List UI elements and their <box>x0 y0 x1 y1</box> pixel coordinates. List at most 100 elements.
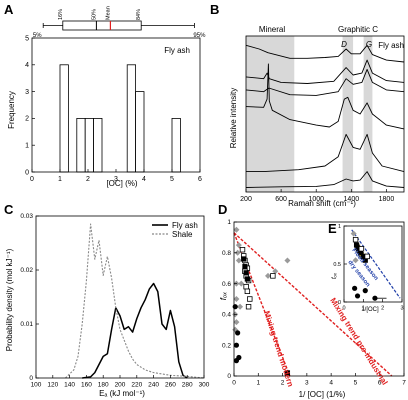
panel-c-label: C <box>4 202 14 217</box>
panel-c-xtick-label: 120 <box>47 382 58 389</box>
data-point-circle <box>352 285 358 291</box>
data-point-open-square <box>352 236 359 243</box>
panel-b-spectra: 200 600 1000 1400 1800 <box>240 35 405 203</box>
percentile-label: 16% <box>58 9 64 20</box>
panel-a-xtick-label: 3 <box>114 176 118 183</box>
panel-b-xtick-label: 200 <box>240 196 252 203</box>
panel-a-xtick-label: 0 <box>30 176 34 183</box>
panel-d-xtick-label: 1 <box>256 380 260 387</box>
panel-e-ytick-label: 0 <box>338 300 341 306</box>
panel-a-ytick-label: 4 <box>25 62 29 69</box>
panel-e-xlabel: 1/[OC] <box>361 307 379 313</box>
panel-e: E 0 1 2 300.51 Flood season dry season 1/[O… <box>328 221 404 313</box>
percentile-box <box>62 20 142 31</box>
panel-d-ytick-label: 0.2 <box>222 342 231 349</box>
spectral-region <box>363 36 373 192</box>
panel-d-scatter: 0 1 2 3 4 5 6 7 0 0.2 0.4 0.6 0.8 1 <box>222 219 406 386</box>
panel-c-ytick-label: 0.01 <box>20 321 33 328</box>
percentile-label: 84% <box>136 9 142 20</box>
data-point-open-square <box>364 253 370 260</box>
panel-a-ytick-label: 1 <box>25 143 29 150</box>
histogram-bar <box>59 64 69 173</box>
data-point-diamond <box>234 249 241 256</box>
panel-a-annotation: Fly ash <box>164 46 190 55</box>
panel-d-xtick-label: 5 <box>354 380 358 387</box>
panel-a: A 5% 16% 50% Mean 84% 95% 0 1 2 3 4 5 6 0 1 2 3 4 5 Fly a… <box>4 2 206 188</box>
data-point-open-square <box>239 247 246 253</box>
legend-label-shale: Shale <box>172 230 193 239</box>
panel-a-percentile-box: 5% 16% 50% Mean 84% 95% <box>33 6 206 39</box>
panel-a-histogram: 0 1 2 3 4 5 6 0 1 2 3 4 5 <box>25 35 202 183</box>
percentile-label: 5% <box>33 33 42 39</box>
data-point-diamond <box>237 303 244 310</box>
panel-c-distribution: 100 120 140 160 180 200 220 240 260 280 300 0 0.01 0.… <box>20 213 209 388</box>
panel-c-xlabel: Eₐ (kJ mol⁻¹) <box>99 389 145 398</box>
data-point-diamond <box>235 257 242 264</box>
data-point-diamond <box>350 230 357 237</box>
data-point-open-square <box>244 288 251 294</box>
panel-a-ytick-label: 3 <box>25 89 29 96</box>
panel-b-xtick-label: 1800 <box>379 196 395 203</box>
panel-c-xtick-label: 280 <box>182 382 193 389</box>
spectral-region <box>342 36 354 192</box>
panel-e-xtick-label: 1 <box>362 306 365 312</box>
panel-a-ylabel: Frequency <box>7 91 16 129</box>
data-point-filled-square <box>284 370 291 376</box>
data-point-diamond <box>352 257 359 264</box>
legend-label-fly-ash: Fly ash <box>172 221 198 230</box>
data-point-diamond <box>233 226 240 233</box>
panel-a-xtick-label: 1 <box>58 176 62 183</box>
data-point-diamond <box>284 257 291 264</box>
percentile-label: 50% <box>91 9 97 20</box>
histogram-bar <box>76 118 86 173</box>
panel-c-ytick-label: 0.03 <box>20 213 33 220</box>
panel-b-xtick-label: 1000 <box>308 196 324 203</box>
raman-spectrum <box>245 59 405 84</box>
panel-d-ytick-label: 0 <box>227 373 231 380</box>
panel-b-label: B <box>210 2 219 17</box>
data-point-filled-square <box>241 256 247 262</box>
panel-b-xlabel: Raman shift (cm⁻¹) <box>288 199 356 208</box>
panel-c-xtick-label: 200 <box>115 382 126 389</box>
panel-d-ytick-label: 1 <box>227 219 231 226</box>
histogram-bar <box>93 118 103 173</box>
panel-a-ytick-label: 2 <box>25 116 29 123</box>
panel-c-ytick-label: 0 <box>29 375 33 382</box>
raman-spectrum <box>245 171 405 188</box>
data-point-circle <box>362 288 368 294</box>
flood-trend-line <box>351 229 401 299</box>
panel-c-xtick-label: 300 <box>199 382 210 389</box>
data-point-open-square <box>247 296 253 302</box>
percentile-label: 95% <box>193 33 206 39</box>
data-point-circle <box>232 304 238 310</box>
panel-d-xtick-label: 2 <box>281 380 285 387</box>
panel-c-xtick-label: 100 <box>31 382 42 389</box>
panel-e-xtick-label: 3 <box>400 306 403 312</box>
panel-b-region-g: G <box>366 40 372 49</box>
panel-b-region-d: D <box>341 40 347 49</box>
panel-c-ytick-label: 0.02 <box>20 267 33 274</box>
panel-a-xlabel: [OC] (%) <box>106 179 137 188</box>
panel-e-ytick-label: 1 <box>338 224 341 230</box>
panel-d-xtick-label: 7 <box>402 380 406 387</box>
panel-a-xtick-label: 6 <box>198 176 202 183</box>
panel-e-xtick-label: 2 <box>381 306 384 312</box>
panel-e-label: E <box>328 221 337 236</box>
data-point-filled-square <box>243 270 249 276</box>
panel-a-xtick-label: 4 <box>142 176 146 183</box>
panel-e-scatter: 0 1 2 3 0 0.5 1 <box>333 224 403 312</box>
distribution-line-shale <box>65 223 205 379</box>
data-point-circle <box>236 354 242 361</box>
panel-b-xtick-label: 600 <box>275 196 287 203</box>
data-point-circle <box>354 293 361 299</box>
panel-d-ylabel: fₒₓ <box>219 292 228 300</box>
panel-c-legend: Fly ash Shale <box>152 221 198 239</box>
panel-c-xtick-label: 180 <box>98 382 109 389</box>
mixing-trend-line <box>233 232 393 377</box>
panel-b-frame <box>245 35 405 193</box>
panel-b-annotation: Fly ash <box>378 41 404 50</box>
data-point-diamond <box>233 296 240 302</box>
panel-b-region-mineral: Mineral <box>259 25 285 34</box>
panel-d-xtick-label: 3 <box>305 380 309 387</box>
